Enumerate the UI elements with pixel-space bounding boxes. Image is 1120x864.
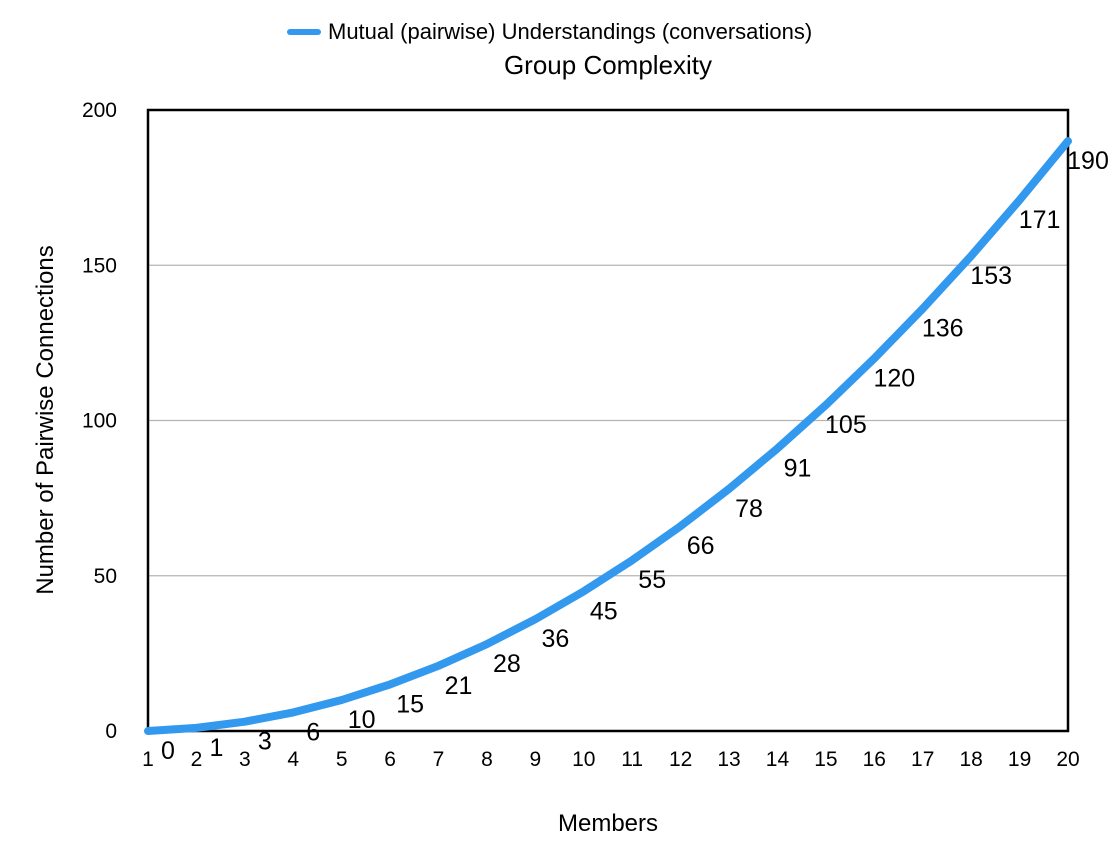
data-label: 171 bbox=[1019, 206, 1061, 234]
data-label: 105 bbox=[825, 411, 867, 439]
plot-frame bbox=[146, 108, 1070, 733]
x-tick-label: 20 bbox=[1056, 748, 1079, 771]
data-label: 78 bbox=[735, 495, 763, 523]
y-axis-title: Number of Pairwise Connections bbox=[32, 245, 59, 595]
x-tick-label: 2 bbox=[191, 748, 203, 771]
x-tick-label: 6 bbox=[384, 748, 396, 771]
x-tick-label: 18 bbox=[959, 748, 982, 771]
x-tick-label: 16 bbox=[863, 748, 886, 771]
x-tick-label: 12 bbox=[669, 748, 692, 771]
x-tick-label: 17 bbox=[911, 748, 934, 771]
x-tick-label: 19 bbox=[1008, 748, 1031, 771]
data-label: 36 bbox=[541, 625, 569, 653]
data-label: 120 bbox=[873, 364, 915, 392]
data-label: 136 bbox=[922, 315, 964, 343]
x-axis-title: Members bbox=[558, 810, 658, 837]
gridlines bbox=[148, 264, 1068, 577]
data-label: 153 bbox=[970, 262, 1012, 290]
x-tick-label: 10 bbox=[572, 748, 595, 771]
data-label: 1 bbox=[209, 734, 223, 762]
legend: Mutual (pairwise) Understandings (conver… bbox=[287, 19, 812, 44]
data-label: 6 bbox=[306, 718, 320, 746]
chart-title: Group Complexity bbox=[504, 50, 712, 80]
data-label: 10 bbox=[348, 706, 376, 734]
data-label: 0 bbox=[161, 737, 175, 765]
data-label: 21 bbox=[445, 672, 473, 700]
y-tick-label: 200 bbox=[82, 99, 117, 122]
data-label: 45 bbox=[590, 597, 618, 625]
data-label: 66 bbox=[687, 532, 715, 560]
y-tick-label: 100 bbox=[82, 410, 117, 433]
y-tick-label: 50 bbox=[94, 565, 117, 588]
data-label: 15 bbox=[396, 690, 424, 718]
x-tick-label: 4 bbox=[287, 748, 299, 771]
x-tick-label: 9 bbox=[530, 748, 542, 771]
data-label: 28 bbox=[493, 650, 521, 678]
x-tick-label: 8 bbox=[481, 748, 493, 771]
y-tick-label: 150 bbox=[82, 254, 117, 277]
y-axis-ticks: 0 50 100 150 200 bbox=[82, 99, 117, 743]
x-tick-label: 15 bbox=[814, 748, 837, 771]
x-tick-label: 3 bbox=[239, 748, 251, 771]
y-tick-label: 0 bbox=[105, 720, 117, 743]
data-label: 55 bbox=[638, 566, 666, 594]
data-label: 91 bbox=[784, 454, 812, 482]
x-tick-label: 1 bbox=[142, 748, 154, 771]
data-label: 3 bbox=[258, 728, 272, 756]
x-tick-label: 13 bbox=[717, 748, 740, 771]
legend-label: Mutual (pairwise) Understandings (conver… bbox=[328, 19, 812, 44]
x-tick-label: 14 bbox=[766, 748, 790, 771]
x-tick-label: 11 bbox=[621, 748, 643, 771]
x-axis-ticks: 1 2 3 4 5 6 7 8 9 10 11 12 13 14 15 16 17 18 19 20 bbox=[142, 748, 1080, 771]
series-line bbox=[144, 137, 1072, 735]
data-label: 190 bbox=[1067, 147, 1109, 175]
x-tick-label: 7 bbox=[433, 748, 445, 771]
data-labels: 0 1 3 6 101521283645556678911051201361531711… bbox=[161, 147, 1109, 765]
x-tick-label: 5 bbox=[336, 748, 348, 771]
